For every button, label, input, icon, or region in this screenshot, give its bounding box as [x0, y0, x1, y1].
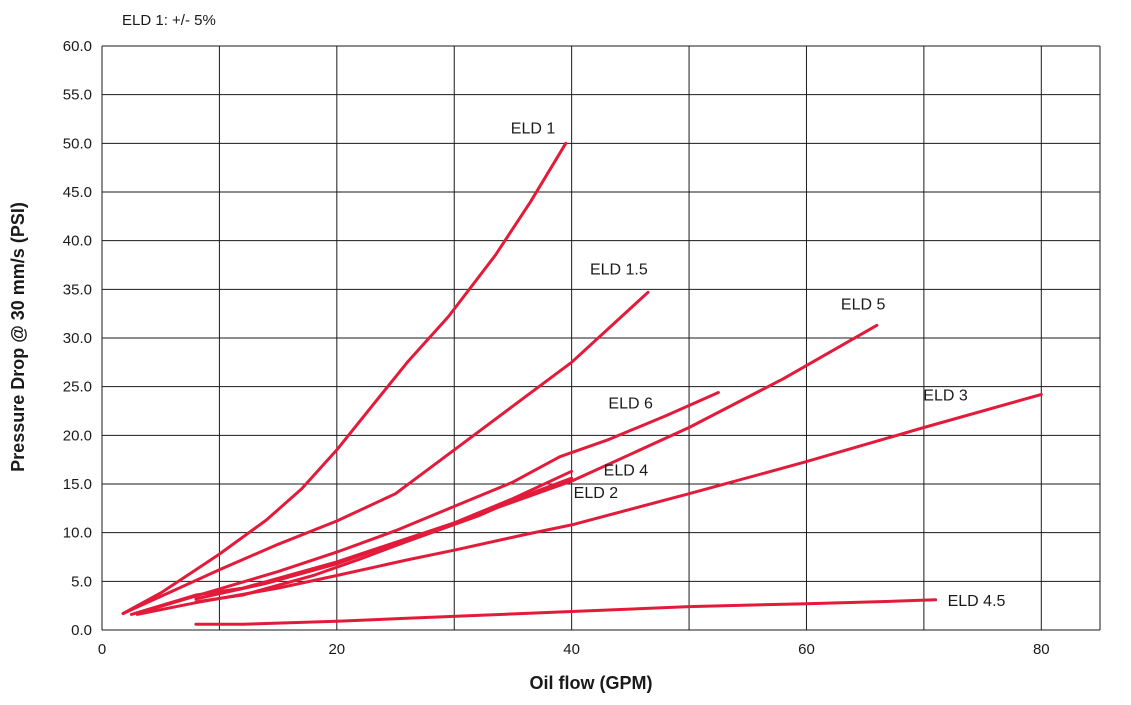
- series-label-eld-5: ELD 5: [841, 296, 886, 313]
- x-axis-title: Oil flow (GPM): [530, 673, 653, 693]
- series-label-eld-4-5: ELD 4.5: [948, 593, 1006, 610]
- chart-note: ELD 1: +/- 5%: [122, 12, 216, 29]
- series-label-eld-1-5: ELD 1.5: [590, 261, 648, 278]
- y-tick-label: 35.0: [63, 281, 92, 298]
- y-tick-label: 55.0: [63, 87, 92, 104]
- x-tick-label: 40: [563, 641, 580, 658]
- y-tick-label: 50.0: [63, 135, 92, 152]
- y-tick-label: 15.0: [63, 476, 92, 493]
- series-labels: ELD 1 ELD 1.5 ELD 5 ELD 6 ELD 4 ELD 2 ELD 3 ELD…: [511, 120, 1006, 609]
- series-line-eld-1-5: [121, 290, 650, 615]
- y-tick-label: 25.0: [63, 379, 92, 396]
- y-tick-label: 40.0: [63, 233, 92, 250]
- series-label-eld-2: ELD 2: [574, 485, 619, 502]
- y-tick-label: 5.0: [71, 573, 92, 590]
- series-line-eld-5: [129, 323, 879, 616]
- x-tick-label: 20: [328, 641, 345, 658]
- y-tick-label: 0.0: [71, 622, 92, 639]
- y-tick-label: 60.0: [63, 38, 92, 55]
- series-line-eld-4: [194, 469, 574, 601]
- series-label-eld-3: ELD 3: [923, 387, 968, 404]
- series-label-eld-4: ELD 4: [604, 462, 649, 479]
- x-tick-label: 80: [1033, 641, 1050, 658]
- y-axis-title: Pressure Drop @ 30 mm/s (PSI): [8, 202, 28, 472]
- x-tick-label: 0: [98, 641, 106, 658]
- x-tick-label: 60: [798, 641, 815, 658]
- y-tick-label: 20.0: [63, 427, 92, 444]
- y-tick-label: 10.0: [63, 525, 92, 542]
- series-lines: [121, 141, 1043, 626]
- gridlines: [101, 45, 1101, 631]
- series-line-eld-6: [135, 391, 720, 615]
- series-label-eld-1: ELD 1: [511, 120, 556, 137]
- tick-labels: 0.0 5.0 10.0 15.0 20.0 25.0 30.0 35.0 40.0 45.0 50…: [63, 38, 1050, 658]
- series-line-eld-4-5: [194, 598, 938, 626]
- y-tick-label: 30.0: [63, 330, 92, 347]
- series-line-eld-3: [135, 393, 1043, 616]
- y-tick-label: 45.0: [63, 184, 92, 201]
- series-label-eld-6: ELD 6: [608, 396, 653, 413]
- series-line-eld-1: [121, 141, 568, 615]
